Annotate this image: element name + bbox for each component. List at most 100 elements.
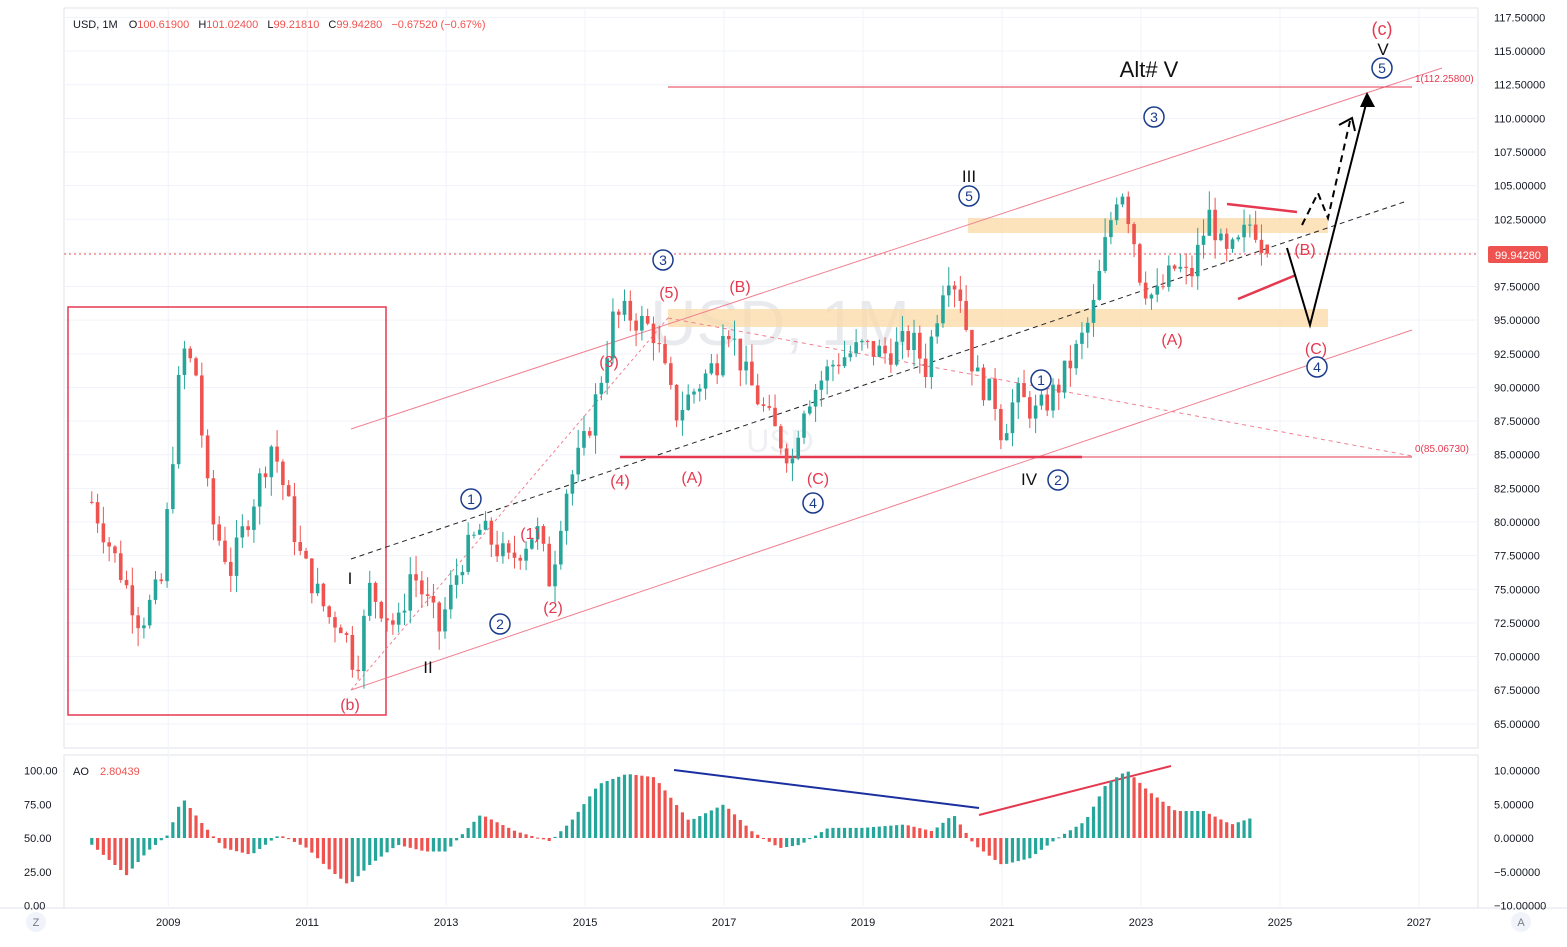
candle	[1016, 377, 1021, 420]
ao-bar	[1086, 817, 1090, 838]
ao-bar	[813, 835, 818, 838]
candle	[848, 345, 853, 362]
ao-bar	[889, 825, 893, 838]
candle-body	[263, 473, 268, 478]
candle	[975, 355, 980, 372]
candle	[761, 397, 766, 412]
ao-bar	[924, 829, 928, 838]
y-tick-label: 67.50000	[1494, 685, 1540, 697]
ao-bar	[136, 838, 140, 862]
candle-body	[460, 571, 465, 576]
auto-scale-toggle[interactable]: A	[1511, 912, 1531, 932]
candle	[101, 506, 106, 554]
candle-body	[1074, 343, 1078, 369]
candle	[941, 285, 945, 328]
ao-bar	[860, 827, 864, 838]
ao-bar	[709, 810, 713, 838]
candle	[205, 429, 210, 487]
candle-body	[576, 447, 580, 475]
log-scale-toggle[interactable]: Z	[26, 912, 46, 932]
candle-body	[906, 331, 911, 351]
y-tick-label: 97.50000	[1494, 282, 1540, 294]
ao-bar	[854, 827, 858, 838]
candle-body	[107, 542, 111, 547]
candle-body	[385, 618, 389, 621]
candle-body	[744, 361, 748, 371]
candle	[1201, 219, 1206, 259]
candle-body	[130, 585, 135, 616]
ao-bar	[883, 826, 887, 838]
candle	[402, 593, 407, 626]
candle-body	[489, 520, 494, 545]
candle-body	[315, 583, 320, 594]
candle-body	[605, 358, 609, 383]
ao-bar	[397, 838, 401, 846]
candle-body	[1219, 233, 1223, 241]
candle-body	[234, 537, 239, 576]
candle	[854, 329, 858, 358]
candle	[466, 522, 470, 575]
ao-bar	[148, 838, 152, 850]
ao-bar	[217, 838, 221, 843]
ao-bar	[935, 827, 939, 838]
wave-circle	[1030, 369, 1052, 391]
candle	[118, 540, 123, 583]
candle	[889, 338, 893, 373]
candle	[715, 354, 719, 384]
candle	[95, 493, 100, 533]
candle	[1253, 210, 1258, 243]
candle	[599, 376, 604, 401]
candle	[1022, 369, 1026, 398]
ao-bar	[507, 827, 511, 838]
candle-body	[373, 582, 378, 602]
header-o-value: 100.61900	[137, 19, 189, 31]
candle-body	[477, 529, 482, 535]
y-tick-label: 105.00000	[1494, 181, 1546, 193]
candle-body	[431, 595, 436, 603]
ao-bar	[947, 818, 951, 838]
candle-body	[611, 311, 615, 359]
candle	[993, 368, 997, 421]
candle-body	[1195, 244, 1200, 277]
candle-body	[211, 478, 216, 525]
ao-bar	[385, 838, 389, 853]
ao-bar	[1161, 801, 1165, 838]
ao-bar	[756, 834, 760, 838]
candle-body	[1207, 209, 1212, 236]
ao-bar	[142, 838, 146, 856]
candle	[935, 314, 939, 344]
candle-body	[275, 446, 279, 462]
ao-bar	[1097, 796, 1101, 838]
y-tick-label: 117.50000	[1494, 12, 1545, 24]
candle	[350, 625, 355, 678]
ao-bar	[194, 815, 198, 838]
x-tick-label: 2011	[295, 917, 319, 929]
ao-bar	[362, 838, 366, 871]
candle-body	[860, 340, 864, 343]
candle	[414, 555, 418, 598]
candle-body	[414, 574, 418, 581]
svg-text:USD, 1M O100.61900 H10: USD, 1M O100.61900 H101.02400 L99.21810 …	[73, 19, 486, 31]
candle-body	[1022, 383, 1026, 398]
triangle-top	[1226, 202, 1298, 214]
ao-left-tick-label: 75.00	[24, 799, 52, 811]
candle	[437, 601, 442, 650]
candle	[611, 298, 615, 364]
candle	[755, 373, 760, 406]
header-symbol: USD, 1M	[73, 19, 118, 31]
candle-body	[1230, 239, 1235, 249]
candle	[263, 466, 268, 489]
ao-bar	[1074, 826, 1078, 838]
candle	[333, 611, 337, 643]
candle	[564, 489, 569, 545]
candle-body	[1172, 265, 1177, 269]
candle-body	[582, 431, 586, 448]
candle	[1028, 390, 1032, 429]
candle-body	[790, 458, 795, 464]
candle-body	[871, 340, 876, 357]
ao-bar	[785, 838, 789, 847]
candle-body	[333, 617, 337, 628]
candle-body	[95, 502, 100, 524]
ao-bar	[159, 838, 163, 841]
candle	[674, 383, 679, 428]
